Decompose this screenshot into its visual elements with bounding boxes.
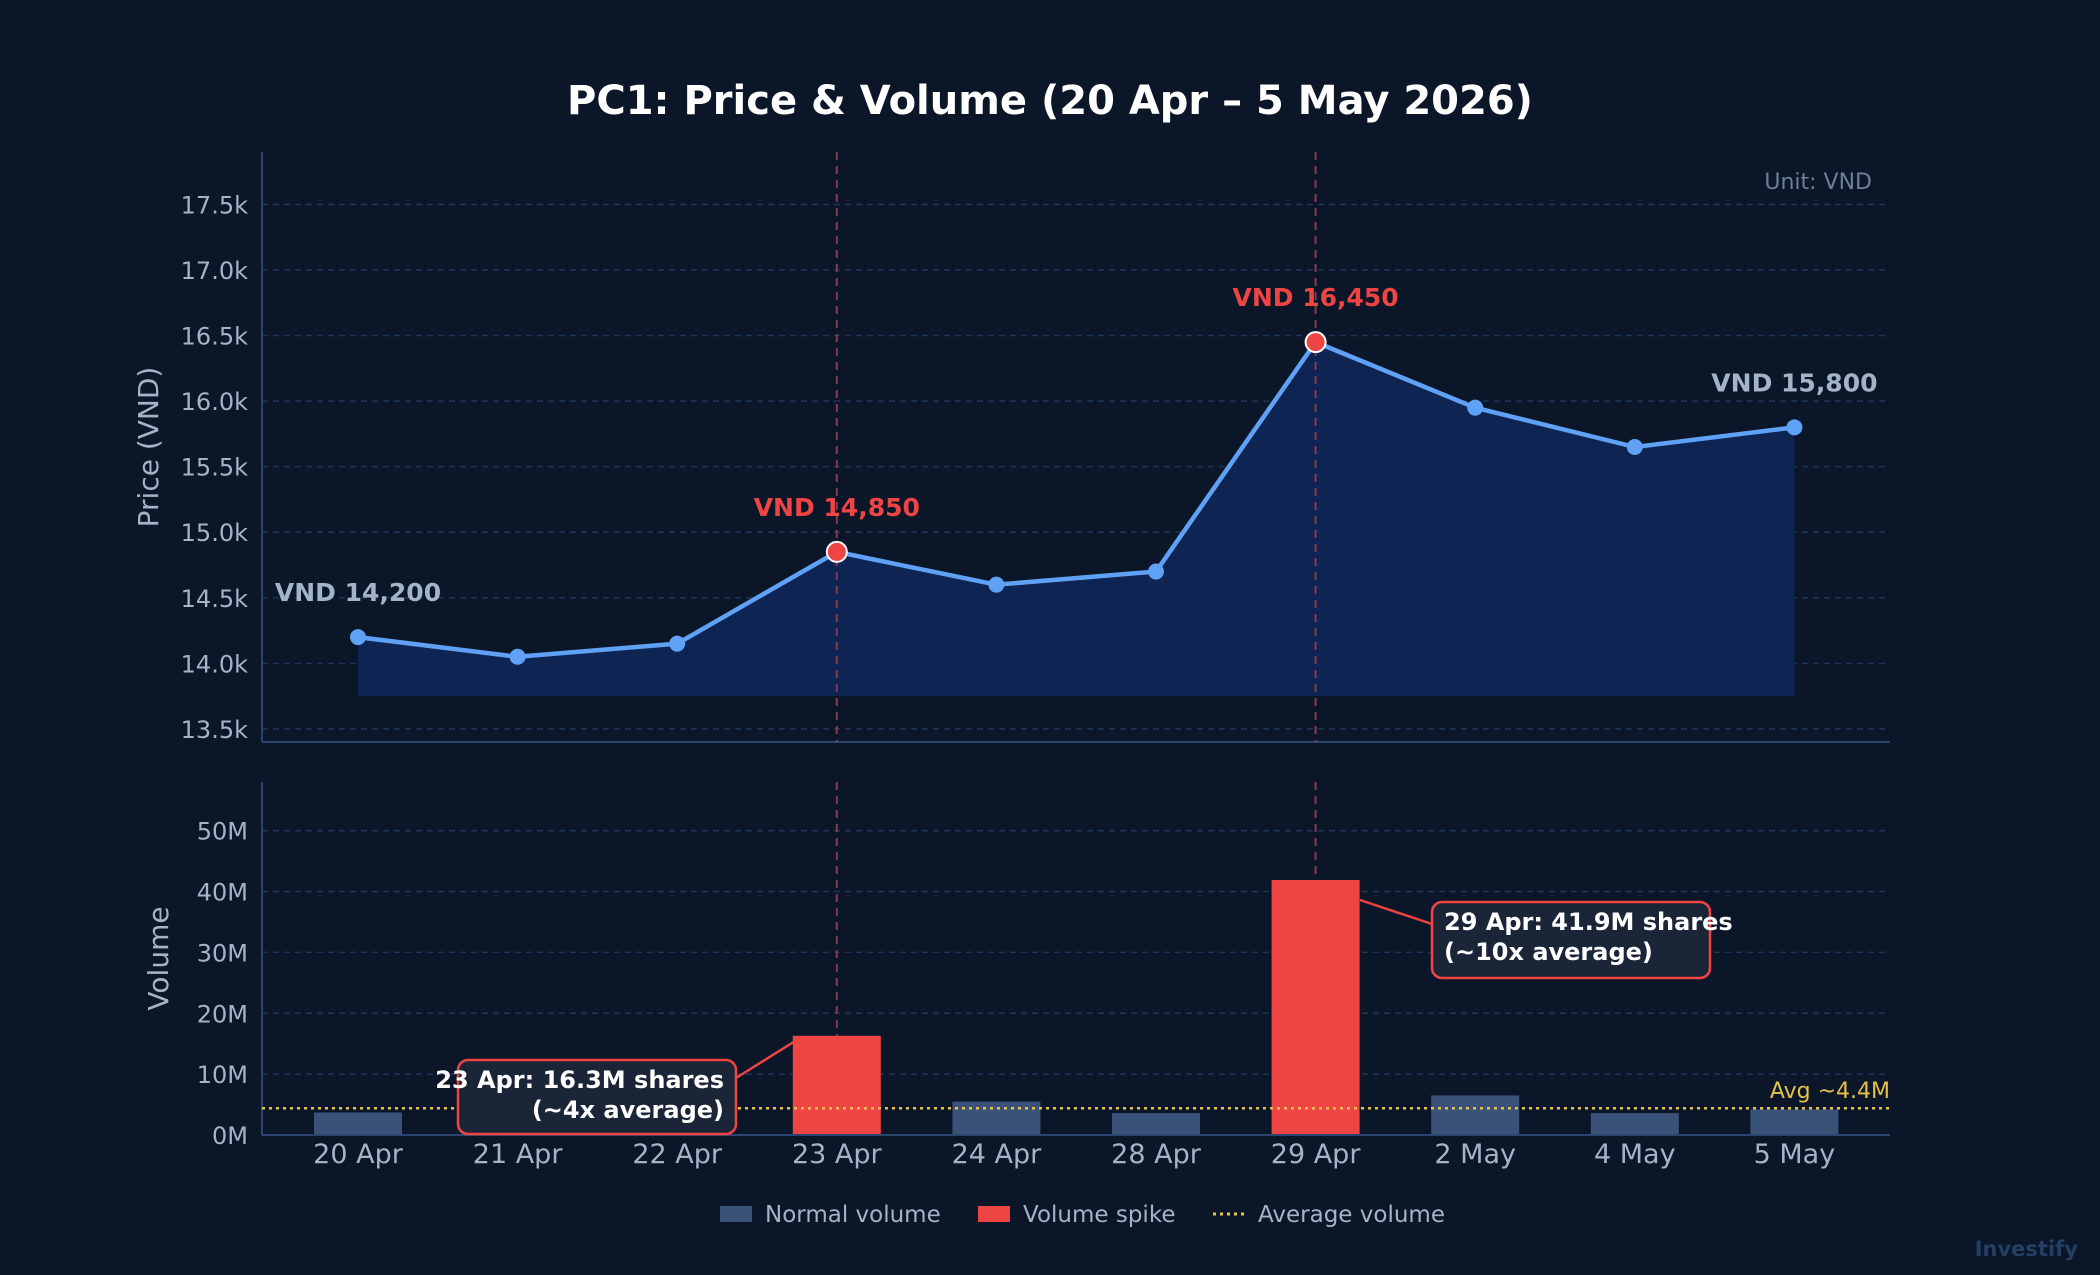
- watermark: Investify: [1975, 1237, 2079, 1261]
- annotation-line2: (~10x average): [1444, 938, 1653, 966]
- annotation-leader: [735, 1036, 801, 1080]
- price-tick-label: 15.0k: [181, 519, 248, 547]
- x-tick-label: 28 Apr: [1111, 1139, 1202, 1170]
- price-point: [350, 629, 366, 646]
- price-label: VND 14,200: [275, 578, 441, 607]
- price-tick-label: 14.5k: [181, 585, 248, 613]
- x-tick-label: 21 Apr: [473, 1139, 564, 1170]
- legend-label: Volume spike: [1023, 1202, 1175, 1228]
- volume-bar: [1112, 1113, 1200, 1135]
- annotation-line1: 23 Apr: 16.3M shares: [435, 1066, 724, 1094]
- volume-y-axis-title: Volume: [142, 906, 175, 1010]
- price-tick-label: 14.0k: [181, 650, 248, 678]
- price-line: [357, 339, 1795, 660]
- unit-note: Unit: VND: [1764, 170, 1872, 195]
- volume-bar: [1750, 1109, 1839, 1135]
- legend-label: Average volume: [1258, 1202, 1445, 1228]
- price-point: [1786, 419, 1803, 436]
- volume-bar: [314, 1112, 402, 1135]
- legend: Normal volume Volume spike Average volume: [720, 1202, 1445, 1228]
- x-tick-label: 20 Apr: [313, 1139, 404, 1170]
- price-tick-label: 17.0k: [181, 257, 248, 285]
- legend-label: Normal volume: [765, 1202, 941, 1228]
- average-label: Avg ~4.4M: [1770, 1079, 1890, 1104]
- volume-tick-label: 40M: [197, 879, 248, 907]
- price-point: [1626, 439, 1643, 455]
- x-tick-label: 29 Apr: [1271, 1139, 1362, 1170]
- annotation-leader: [1359, 898, 1433, 926]
- x-tick-label: 22 Apr: [632, 1139, 723, 1170]
- price-point: [1467, 399, 1484, 416]
- volume-tick-label: 30M: [197, 939, 248, 967]
- legend-swatch-spike: [978, 1206, 1010, 1222]
- x-tick-label: 4 May: [1594, 1139, 1676, 1170]
- annotation-line1: 29 Apr: 41.9M shares: [1444, 908, 1733, 936]
- price-tick-label: 15.5k: [181, 454, 248, 482]
- chart-title: PC1: Price & Volume (20 Apr – 5 May 2026…: [567, 78, 1533, 124]
- annotation-line2: (~4x average): [532, 1096, 724, 1124]
- price-tick-label: 16.0k: [181, 388, 248, 416]
- volume-bar: [1431, 1095, 1520, 1135]
- price-label: VND 16,450: [1232, 283, 1398, 312]
- x-tick-label: 23 Apr: [792, 1139, 883, 1170]
- price-panel: 13.5k 14.0k 14.5k 15.0k 15.5k 16.0k 16.5k 17.0k…: [132, 152, 1890, 744]
- price-area: [358, 342, 1795, 697]
- price-point-spike: [825, 540, 848, 563]
- price-point: [669, 635, 686, 652]
- volume-bar-spike: [792, 1035, 881, 1135]
- x-tick-label: 2 May: [1434, 1139, 1516, 1170]
- price-point: [988, 576, 1005, 593]
- price-label: VND 15,800: [1711, 368, 1877, 397]
- legend-swatch-normal: [720, 1206, 752, 1222]
- price-tick-label: 17.5k: [181, 191, 248, 219]
- volume-bar: [1590, 1113, 1679, 1135]
- volume-tick-label: 50M: [197, 818, 248, 846]
- annotation-box: [1430, 900, 1712, 980]
- price-tick-label: 13.5k: [181, 716, 248, 744]
- volume-bar-spike: [1271, 879, 1360, 1135]
- volume-tick-label: 0M: [212, 1122, 248, 1150]
- x-tick-label: 5 May: [1754, 1139, 1836, 1170]
- volume-bar: [952, 1101, 1041, 1135]
- price-tick-label: 16.5k: [181, 323, 248, 351]
- price-point: [1148, 563, 1164, 580]
- price-point: [509, 648, 526, 665]
- volume-panel: 0M 10M 20M 30M 40M 50M Volume Avg ~4.4M 20 Apr 21…: [142, 782, 1890, 1170]
- price-y-axis-title: Price (VND): [132, 367, 165, 528]
- annotation-box: [456, 1058, 738, 1136]
- price-point-spike: [1304, 331, 1327, 354]
- volume-tick-label: 20M: [197, 1000, 248, 1028]
- x-tick-label: 24 Apr: [952, 1139, 1043, 1170]
- price-label: VND 14,850: [754, 493, 920, 522]
- volume-tick-label: 10M: [197, 1061, 248, 1089]
